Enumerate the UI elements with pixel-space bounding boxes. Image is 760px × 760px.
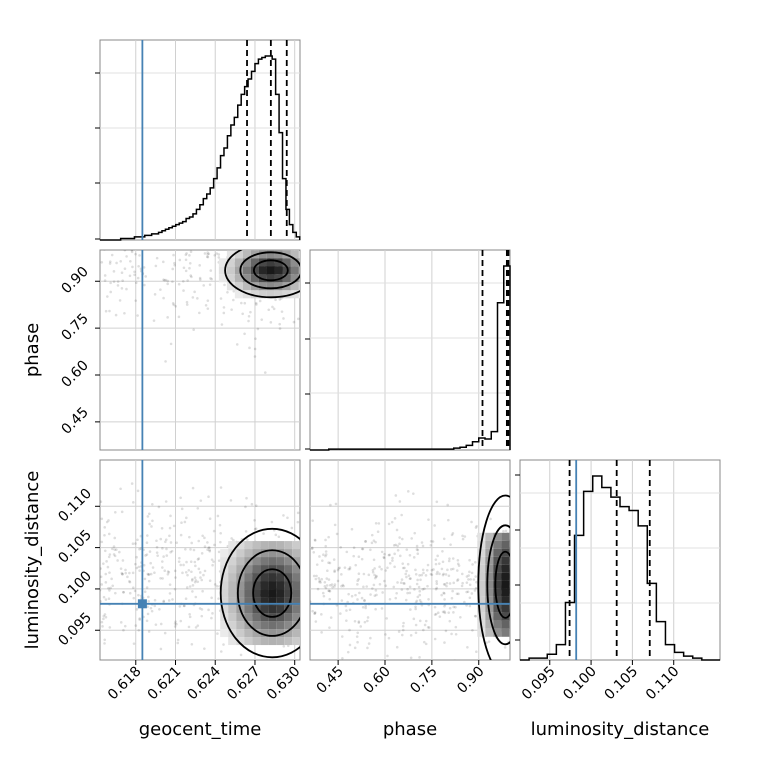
y-axis-label-luminosity-distance: luminosity_distance xyxy=(22,471,43,650)
y-axis-label-phase: phase xyxy=(22,323,43,377)
density-geocent-time-luminosity-distance xyxy=(220,541,300,646)
y-tick-label-phase-1: 0.60 xyxy=(58,357,91,390)
hist-luminosity-distance xyxy=(520,475,720,661)
density-geocent-time-phase xyxy=(218,250,300,299)
y-tick-label-luminosity-distance-2: 0.105 xyxy=(55,527,95,567)
x-tick-label-luminosity-distance-0: 0.095 xyxy=(519,664,559,704)
y-tick-label-phase-0: 0.45 xyxy=(58,404,91,437)
hist-phase xyxy=(310,265,511,451)
contour-phase-luminosity-distance-0 xyxy=(494,550,510,619)
quantile-lines-luminosity-distance xyxy=(568,460,651,660)
contour-geocent-time-luminosity-distance-0 xyxy=(252,568,293,618)
contours-geocent-time-phase xyxy=(224,250,300,299)
contour-geocent-time-luminosity-distance-2 xyxy=(219,527,300,659)
panel-hist-geocent-time xyxy=(95,39,301,241)
y-tick-label-luminosity-distance-1: 0.100 xyxy=(55,568,95,608)
panel-hist-phase xyxy=(305,249,511,451)
contour-geocent-time-phase-0 xyxy=(253,259,289,282)
y-ticks-phase xyxy=(305,282,310,450)
grid-hist-luminosity-distance xyxy=(520,460,720,660)
contour-geocent-time-phase-2 xyxy=(224,250,300,299)
x-tick-label-geocent-time-1: 0.621 xyxy=(145,664,185,704)
y-ticks-geocent-time xyxy=(95,72,100,240)
x-axis-label-geocent-time: geocent_time xyxy=(139,719,262,740)
y-tick-label-luminosity-distance-0: 0.095 xyxy=(55,610,95,650)
contours-phase-luminosity-distance xyxy=(477,494,510,660)
panel-2d-geocent-time-luminosity-distance xyxy=(99,459,301,661)
x-axis-label-phase: phase xyxy=(383,719,437,740)
contours-geocent-time-luminosity-distance xyxy=(219,527,300,659)
x-tick-label-luminosity-distance-2: 0.105 xyxy=(602,664,642,704)
x-tick-label-geocent-time-2: 0.624 xyxy=(184,663,224,703)
contour-geocent-time-phase-1 xyxy=(239,251,300,290)
panel-2d-phase-luminosity-distance xyxy=(309,459,511,661)
hist-geocent-time xyxy=(100,55,301,241)
quantile-lines-phase xyxy=(481,250,510,450)
grid-hist-geocent-time xyxy=(100,40,300,240)
panel-hist-luminosity-distance xyxy=(515,459,721,661)
truth-marker xyxy=(137,599,147,609)
contour-geocent-time-luminosity-distance-1 xyxy=(236,549,300,637)
grid-hist-phase xyxy=(310,250,510,450)
x-tick-label-phase-3: 0.90 xyxy=(454,664,487,697)
x-tick-label-phase-1: 0.60 xyxy=(360,664,393,697)
contour-phase-luminosity-distance-2 xyxy=(477,494,510,660)
x-tick-label-geocent-time-3: 0.627 xyxy=(224,664,264,704)
x-tick-label-geocent-time-4: 0.630 xyxy=(264,664,304,704)
x-tick-label-phase-2: 0.75 xyxy=(407,664,440,697)
contour-phase-luminosity-distance-1 xyxy=(486,524,510,646)
y-ticks-luminosity-distance xyxy=(515,474,520,641)
x-axis-label-luminosity-distance: luminosity_distance xyxy=(531,719,710,740)
quantile-lines-geocent-time xyxy=(246,40,288,240)
x-tick-label-phase-0: 0.45 xyxy=(314,664,347,697)
y-tick-label-phase-3: 0.90 xyxy=(58,264,91,297)
y-tick-label-luminosity-distance-3: 0.110 xyxy=(55,486,95,526)
x-tick-label-luminosity-distance-1: 0.100 xyxy=(560,664,600,704)
y-tick-label-phase-2: 0.75 xyxy=(58,311,91,344)
x-tick-label-geocent-time-0: 0.618 xyxy=(105,664,145,704)
panel-2d-geocent-time-phase xyxy=(99,249,301,451)
grid-2d-geocent-time-phase xyxy=(100,250,300,450)
x-tick-label-luminosity-distance-3: 0.110 xyxy=(643,664,683,704)
